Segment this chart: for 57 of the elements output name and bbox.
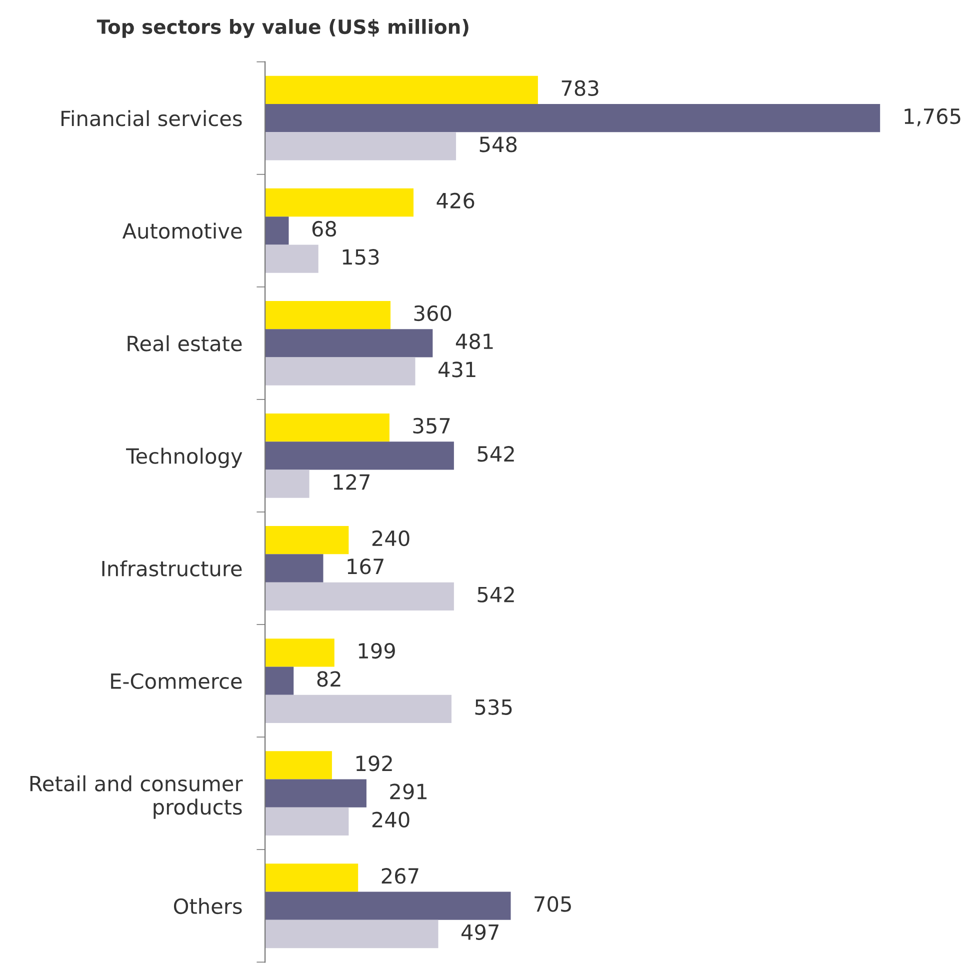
y-tick-label: Financial services <box>62 110 242 126</box>
data-label: 481 <box>456 333 493 350</box>
bar <box>265 244 318 273</box>
bar <box>265 694 452 723</box>
bar <box>265 216 289 245</box>
data-label: 267 <box>382 868 418 884</box>
bar <box>265 554 324 582</box>
data-label: 1,765 <box>904 108 960 126</box>
bar <box>265 751 332 780</box>
bar <box>265 329 433 358</box>
data-label: 199 <box>358 642 395 659</box>
data-label: 192 <box>356 755 392 772</box>
data-label: 68 <box>312 220 336 237</box>
bar <box>265 104 880 132</box>
bar <box>265 76 538 104</box>
chart-title: Top sectors by value (US$ million) <box>96 19 468 38</box>
bar <box>265 414 390 442</box>
bar <box>265 300 391 330</box>
data-label: 291 <box>390 784 427 800</box>
data-label: 82 <box>317 671 340 687</box>
bar <box>265 892 511 920</box>
bar <box>265 666 294 695</box>
bar <box>265 526 349 554</box>
data-label: 240 <box>372 812 410 828</box>
data-label: 705 <box>534 896 571 912</box>
data-label: 783 <box>562 80 598 96</box>
data-label: 127 <box>334 474 370 490</box>
bar <box>265 920 438 948</box>
y-tick-label: Real estate <box>128 335 242 352</box>
data-label: 431 <box>438 362 476 378</box>
data-label: 357 <box>413 418 450 434</box>
data-label: 548 <box>480 136 517 152</box>
data-label: 535 <box>475 699 512 715</box>
data-label: 360 <box>414 305 452 322</box>
bar <box>265 638 334 667</box>
y-tick-label: Others <box>174 898 242 914</box>
data-label: 153 <box>342 249 379 265</box>
data-label: 497 <box>462 924 498 940</box>
y-tick-label: Technology <box>126 448 242 468</box>
y-tick-label: Retail and consumer products <box>30 775 243 819</box>
bar <box>265 470 310 498</box>
data-label: 167 <box>348 558 384 574</box>
bar <box>265 188 414 217</box>
bar <box>265 442 454 470</box>
bar <box>265 779 366 808</box>
y-tick-label: E-Commerce <box>111 673 242 689</box>
y-tick-label: Infrastructure <box>102 560 242 576</box>
bar <box>265 807 349 836</box>
data-label: 542 <box>478 586 514 602</box>
data-label: 426 <box>436 192 474 209</box>
data-label: 240 <box>372 530 410 546</box>
bar <box>265 864 358 892</box>
bar <box>265 132 456 160</box>
bar <box>265 357 416 386</box>
bar <box>265 582 454 610</box>
data-label: 542 <box>478 446 514 462</box>
y-tick-label: Automotive <box>122 222 242 239</box>
